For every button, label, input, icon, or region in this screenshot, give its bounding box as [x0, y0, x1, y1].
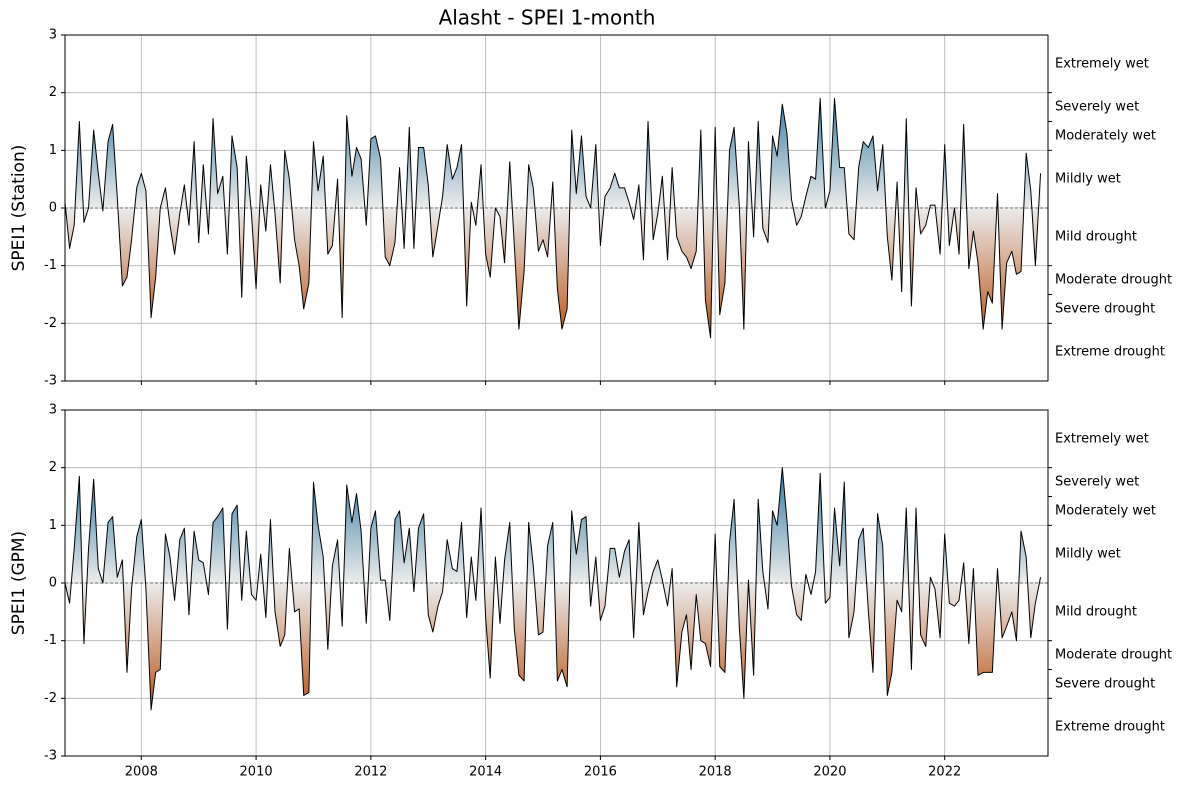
- area-fill: [65, 467, 1041, 710]
- area-fill: [65, 98, 1041, 338]
- class-label: Severe drought: [1055, 676, 1155, 691]
- y-axis-label: SPEI1 (Station): [9, 145, 29, 272]
- class-label: Mild drought: [1055, 604, 1137, 619]
- y-tick-label: -2: [44, 691, 57, 706]
- y-axis-label: SPEI1 (GPM): [9, 531, 29, 635]
- class-label: Moderate drought: [1055, 273, 1172, 288]
- x-tick-label: 2018: [699, 765, 732, 780]
- data-line: [64, 467, 1042, 711]
- plot-frame: [64, 34, 1049, 382]
- y-tick-label: 3: [49, 403, 57, 418]
- y-tick-label: 2: [49, 85, 57, 100]
- plot-frame: [64, 409, 1049, 757]
- x-tick-label: 2010: [240, 765, 273, 780]
- class-label: Extremely wet: [1055, 431, 1149, 446]
- x-tick-label: 2022: [928, 765, 961, 780]
- y-tick-label: -3: [44, 374, 57, 389]
- x-tick-label: 2012: [354, 765, 387, 780]
- class-label: Mild drought: [1055, 229, 1137, 244]
- y-tick-label: 0: [49, 576, 57, 591]
- class-label: Extremely wet: [1055, 56, 1149, 71]
- class-label: Moderate drought: [1055, 648, 1172, 663]
- class-label: Moderately wet: [1055, 503, 1156, 518]
- y-tick-label: 1: [49, 518, 57, 533]
- class-label: Severely wet: [1055, 100, 1139, 115]
- class-label: Extreme drought: [1055, 720, 1165, 735]
- y-tick-label: -1: [44, 633, 57, 648]
- y-tick-label: 3: [49, 28, 57, 43]
- y-tick-label: 0: [49, 201, 57, 216]
- y-tick-label: 1: [49, 143, 57, 158]
- y-tick-label: 2: [49, 460, 57, 475]
- class-label: Severe drought: [1055, 301, 1155, 316]
- class-label: Extreme drought: [1055, 345, 1165, 360]
- x-tick-label: 2014: [469, 765, 502, 780]
- x-tick-label: 2016: [584, 765, 617, 780]
- class-label: Mildly wet: [1055, 172, 1121, 187]
- x-tick-label: 2020: [813, 765, 846, 780]
- y-tick-label: -2: [44, 316, 57, 331]
- y-tick-label: -3: [44, 749, 57, 764]
- figure-title: Alasht - SPEI 1-month: [439, 6, 656, 30]
- class-label: Mildly wet: [1055, 547, 1121, 562]
- x-tick-label: 2008: [125, 765, 158, 780]
- class-label: Severely wet: [1055, 475, 1139, 490]
- class-label: Moderately wet: [1055, 128, 1156, 143]
- y-tick-label: -1: [44, 258, 57, 273]
- data-line: [64, 97, 1042, 339]
